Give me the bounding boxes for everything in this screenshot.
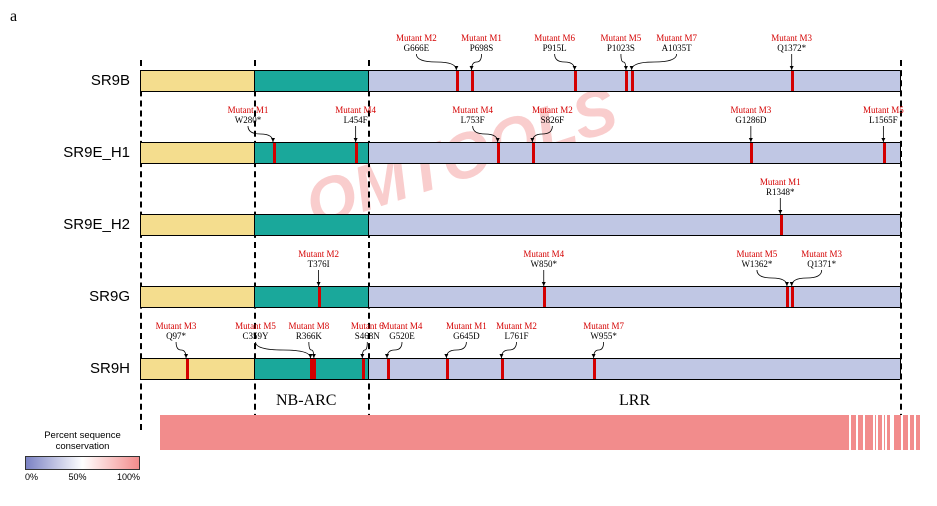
mutation-label: Mutant M3Q1372* [767,34,817,54]
mutation-label: Mutant M5L1565F [858,106,908,126]
mutation-label: Mutant M2T376I [294,250,344,270]
conservation-title: Percent sequenceconservation [25,430,140,452]
gene-label: SR9H [20,360,130,377]
domain-label-nbarc: NB-ARC [276,392,336,410]
conservation-gradient [25,456,140,470]
domain-diagram: SR9B Mutant M2G666E Mutant M1P698S Mutant M… [20,30,920,450]
mutation-tick [750,143,753,163]
domain-segment [255,215,369,235]
mutation-label: Mutant M2S826F [527,106,577,126]
tick-0: 0% [25,472,38,482]
mutation-label: Mutant M3Q97* [151,322,201,342]
domain-segment [369,287,901,307]
mutation-tick [362,359,365,379]
mutation-label: Mutant M5C359Y [231,322,281,342]
gene-row-SR9H: SR9H Mutant M3Q97* Mutant M5C359YMutant M8… [20,318,920,390]
domain-segment [141,287,255,307]
mutation-label: Mutant M3Q1371* [797,250,847,270]
mutation-tick [780,215,783,235]
domain-bar [140,286,900,308]
mutation-tick [593,359,596,379]
mutation-label: Mutant M6P915L [530,34,580,54]
domain-label-lrr: LRR [619,392,650,410]
mutation-tick [471,71,474,91]
mutation-label: Mutant M8R366K [284,322,334,342]
gene-row-SR9G: SR9G Mutant M2T376I Mutant M4W850* Mutant M… [20,246,920,318]
mutation-tick [318,287,321,307]
mutation-tick [631,71,634,91]
gene-row-SR9E_H2: SR9E_H2 Mutant M1R1348* [20,174,920,246]
mutation-tick [497,143,500,163]
mutation-label: Mutant M5W1362* [732,250,782,270]
domain-segment [369,71,901,91]
mutation-tick [786,287,789,307]
mutation-tick [625,71,628,91]
gene-row-SR9E_H1: SR9E_H1 Mutant M1W280* Mutant M4L454F Mutan… [20,102,920,174]
mutation-label: Mutant M4L753F [448,106,498,126]
mutation-label: Mutant M7W955* [579,322,629,342]
conservation-legend: Percent sequenceconservation 0% 50% 100% [25,430,140,482]
mutation-tick [273,143,276,163]
mutation-tick [313,359,316,379]
mutation-label: Mutant M4L454F [331,106,381,126]
mutation-label: Mutant M5P1023S [596,34,646,54]
conservation-track [160,415,920,450]
mutation-label: Mutant M7A1035T [652,34,702,54]
gene-row-SR9B: SR9B Mutant M2G666E Mutant M1P698S Mutant M… [20,30,920,102]
gene-label: SR9G [20,288,130,305]
mutation-tick [791,287,794,307]
mutation-label: Mutant M3G1286D [726,106,776,126]
domain-segment [255,287,369,307]
mutation-label: Mutant M4G520E [377,322,427,342]
mutation-label: Mutant M4W850* [519,250,569,270]
conservation-ticks: 0% 50% 100% [25,472,140,482]
mutation-label: Mutant M1G645D [441,322,491,342]
mutation-label: Mutant M1W280* [223,106,273,126]
domain-segment [141,359,255,379]
mutation-tick [446,359,449,379]
mutation-tick [456,71,459,91]
mutation-tick [387,359,390,379]
mutation-tick [501,359,504,379]
mutation-label: Mutant M2L761F [491,322,541,342]
domain-bar [140,358,900,380]
mutation-label: Mutant M1R1348* [755,178,805,198]
domain-bar [140,70,900,92]
domain-bar [140,142,900,164]
gene-label: SR9E_H1 [20,144,130,161]
mutation-tick [355,143,358,163]
mutation-label: Mutant M1P698S [457,34,507,54]
tick-100: 100% [117,472,140,482]
panel-label: a [10,8,17,26]
domain-segment [369,215,901,235]
gene-label: SR9B [20,72,130,89]
domain-segment [141,71,255,91]
domain-segment [255,71,369,91]
mutation-tick [543,287,546,307]
mutation-tick [532,143,535,163]
domain-segment [141,215,255,235]
mutation-tick [574,71,577,91]
mutation-tick [791,71,794,91]
tick-50: 50% [68,472,86,482]
domain-bar [140,214,900,236]
mutation-tick [883,143,886,163]
mutation-tick [186,359,189,379]
domain-segment [369,143,901,163]
mutation-label: Mutant M2G666E [391,34,441,54]
gene-label: SR9E_H2 [20,216,130,233]
domain-segment [141,143,255,163]
